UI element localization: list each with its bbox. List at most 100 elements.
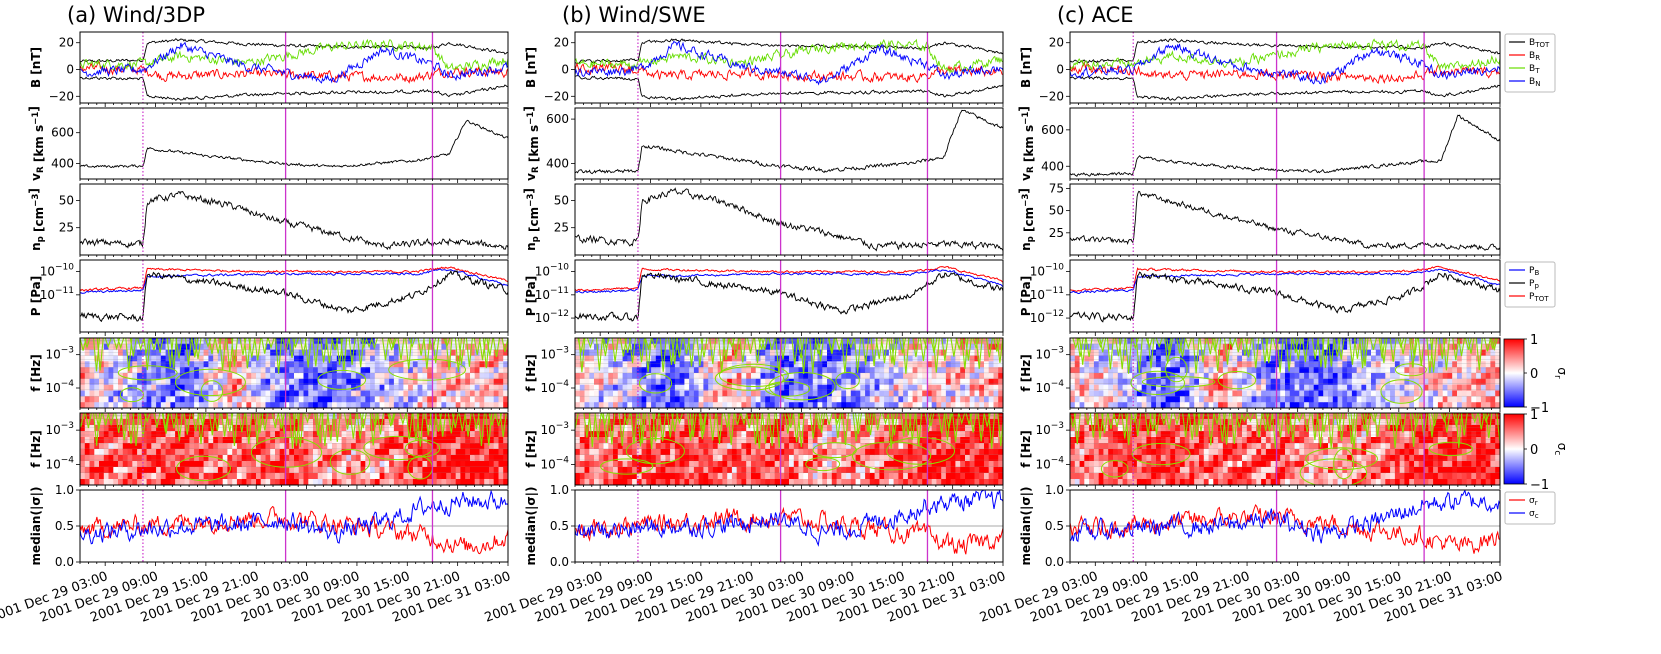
heatmap-cell [108,367,114,374]
heatmap-cell [812,449,819,456]
heatmap-cell [850,378,857,386]
heatmap-cell [341,373,347,380]
heatmap-cell [907,349,914,357]
heatmap-cell [217,390,224,397]
heatmap-cell [779,473,785,480]
heatmap-cell [170,396,176,403]
heatmap-cell [979,355,985,362]
y-axis-label: f [Hz] [29,354,43,391]
heatmap-cell [741,455,747,462]
heatmap-cell [341,443,347,450]
heatmap-cell [674,467,681,474]
heatmap-cell [365,367,371,374]
heatmap-cell [441,443,447,450]
heatmap-cell [332,390,338,397]
heatmap-cell [793,361,800,368]
heatmap-cell [727,373,733,380]
heatmap-cell [751,349,757,357]
heatmap-cell [498,338,504,345]
heatmap-cell [189,467,195,474]
heatmap-cell [693,479,700,485]
heatmap-cell [336,443,343,450]
heatmap-cell [584,425,590,432]
heatmap-cell [765,390,771,397]
heatmap-cell [460,437,466,444]
line-series-b-t [575,38,1003,74]
heatmap-cell [751,431,757,438]
heatmap-cell [608,473,614,480]
heatmap-cell [217,455,224,462]
heatmap-cell [179,455,186,462]
heatmap-cell [575,361,581,368]
heatmap-cell [137,443,143,450]
heatmap-cell [622,437,628,444]
heatmap-cell [489,338,495,345]
heatmap-cell [803,425,809,432]
heatmap-cell [470,431,476,438]
heatmap-cell [741,396,747,403]
heatmap-cell [613,338,619,345]
heatmap-cell [884,384,890,392]
heatmap-cell [803,373,809,380]
heatmap-cell [108,413,114,420]
heatmap-cell [855,425,861,432]
heatmap-cell [998,373,1003,380]
heatmap-cell [632,479,638,485]
heatmap-cell [770,467,776,474]
heatmap-cell [327,349,333,357]
heatmap-cell [94,413,100,420]
heatmap-cell [446,355,452,362]
heatmap-cell [931,373,938,380]
heatmap-cell [703,373,709,380]
heatmap-cell [94,443,100,450]
heatmap-cell [151,367,157,374]
heatmap-cell [698,461,704,468]
heatmap-cell [741,390,747,397]
heatmap-cell [203,425,209,432]
heatmap-cell [232,349,238,357]
heatmap-cell [460,390,466,397]
heatmap-cell [674,443,681,450]
heatmap-cell [793,425,800,432]
heatmap-cell [184,461,190,468]
heatmap-cell [298,349,305,357]
heatmap-cell [393,449,400,456]
heatmap-cell [184,361,190,368]
heatmap-cell [203,413,209,420]
heatmap-cell [194,425,200,432]
heatmap-cell [289,402,295,408]
plot-area [575,184,1003,255]
heatmap-cell [165,431,171,438]
heatmap-cell [874,373,880,380]
y-axis-label-text: np [cm−3] [522,188,541,251]
heatmap-cell [808,443,814,450]
heatmap-cell [222,396,229,403]
heatmap-cell [584,455,590,462]
heatmap-cell [860,367,866,374]
heatmap-cell [108,373,114,380]
heatmap-cell [351,355,357,362]
heatmap-cell [831,479,838,485]
heatmap-cell [227,396,233,403]
heatmap-cell [441,467,447,474]
heatmap-cell [803,384,809,392]
heatmap-cell [275,449,281,456]
heatmap-cell [450,338,457,345]
heatmap-cell [332,349,338,357]
heatmap-cell [907,355,914,362]
heatmap-cell [108,479,114,485]
heatmap-cell [298,449,305,456]
heatmap-cell [846,378,852,386]
heatmap-cell [332,338,338,345]
heatmap-cell [484,455,490,462]
heatmap-cell [127,467,133,474]
heatmap-cell [945,355,952,362]
heatmap-cell [160,373,167,380]
heatmap-cell [474,390,481,397]
heatmap-cell [370,355,376,362]
heatmap-cell [374,473,381,480]
heatmap-cell [289,355,295,362]
heatmap-cell [436,361,443,368]
heatmap-cell [651,479,657,485]
heatmap-cell [236,479,243,485]
